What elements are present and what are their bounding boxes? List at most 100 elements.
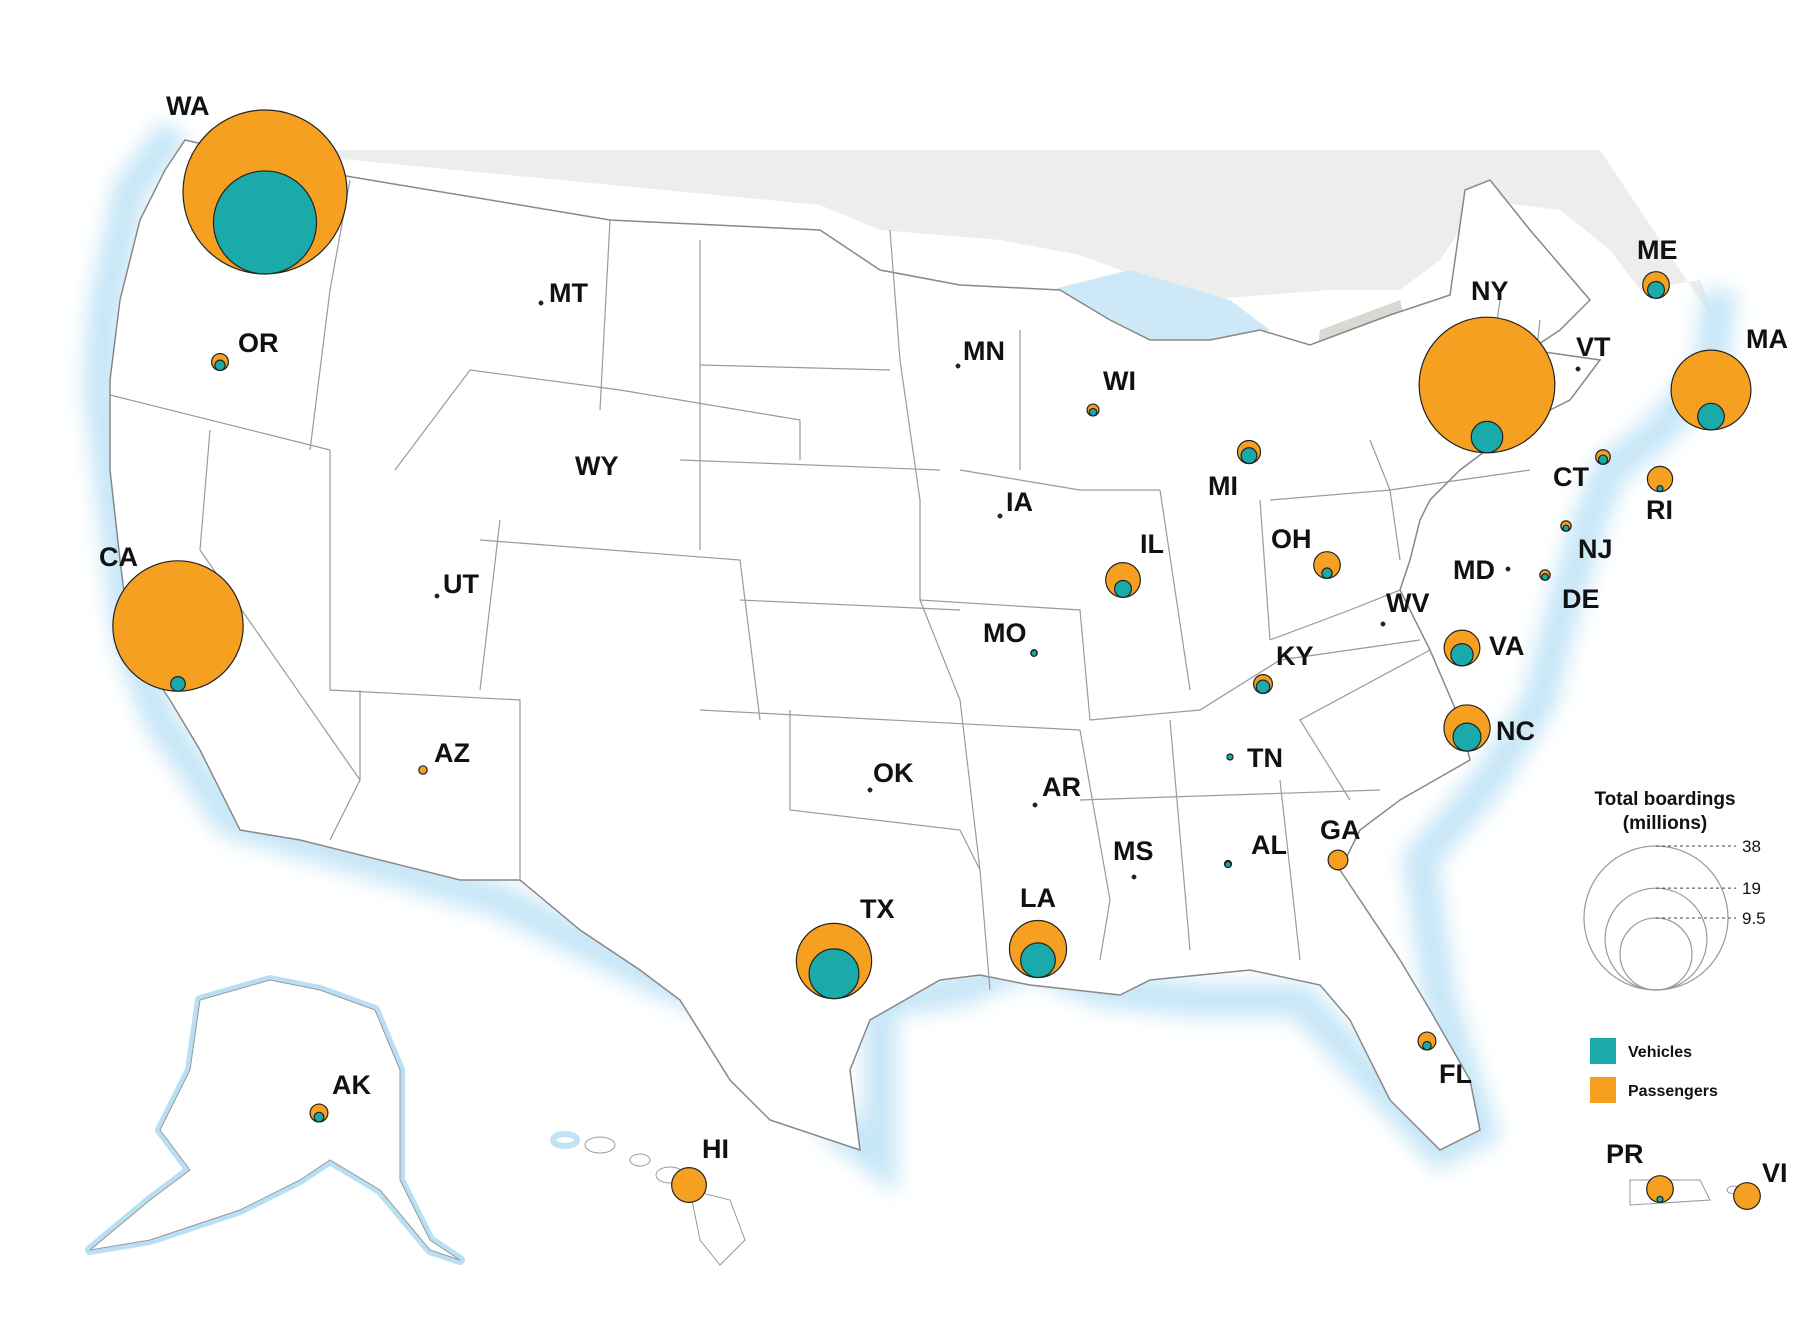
bubble-passengers-MT [538,300,544,306]
bubble-passengers-VI [1733,1182,1761,1210]
label-NJ: NJ [1578,534,1613,564]
bubble-vehicles-MI [1240,447,1258,465]
bubble-vehicles-MA [1697,402,1725,431]
label-VI: VI [1762,1158,1788,1188]
label-KY: KY [1276,641,1314,671]
label-MS: MS [1113,836,1154,866]
bubble-passengers-MS [1131,874,1137,880]
label-TN: TN [1247,743,1283,773]
label-OK: OK [873,758,914,788]
boarding-bubbles [112,109,1761,1210]
label-TX: TX [860,894,895,924]
legend-circle-1 [1604,887,1708,991]
bubble-vehicles-NJ [1562,524,1570,532]
legend-vehicles-swatch [1590,1038,1616,1064]
label-IA: IA [1006,487,1033,517]
bubble-vehicles-OH [1321,567,1333,579]
bubble-vehicles-WA [212,170,318,275]
label-IL: IL [1140,529,1164,559]
label-WV: WV [1386,588,1430,618]
bubble-vehicles-TN [1226,753,1234,761]
bubble-vehicles-NY [1470,420,1504,454]
label-WI: WI [1103,366,1136,396]
label-DE: DE [1562,584,1600,614]
label-UT: UT [443,569,479,599]
bubble-passengers-CA [112,560,244,692]
bubble-vehicles-FL [1422,1040,1432,1051]
bubble-vehicles-IL [1113,579,1133,598]
legend-title-line2: (millions) [1623,813,1707,834]
bubble-vehicles-PR [1656,1195,1664,1203]
label-AR: AR [1042,772,1081,802]
bubble-vehicles-WI [1088,407,1098,417]
bubble-passengers-OK [867,787,873,793]
legend-scale-circles [1583,845,1736,991]
hawaii [550,1131,746,1266]
bubble-passengers-WV [1380,621,1386,627]
bubble-vehicles-DE [1541,573,1549,581]
bubble-vehicles-KY [1255,679,1271,695]
bubble-passengers-AR [1032,802,1038,808]
label-FL: FL [1439,1059,1472,1089]
legend-passengers-swatch [1590,1077,1616,1103]
label-AZ: AZ [434,738,470,768]
legend-title-line1: Total boardings [1594,789,1735,810]
label-RI: RI [1646,495,1673,525]
label-MD: MD [1453,555,1495,585]
legend-value-38: 38 [1742,837,1761,856]
label-AL: AL [1251,830,1287,860]
bubble-passengers-IA [997,513,1003,519]
bubble-vehicles-ME [1646,280,1666,299]
bubble-vehicles-OR [214,359,226,372]
bubble-vehicles-AL [1224,860,1232,869]
label-OH: OH [1271,524,1312,554]
label-NC: NC [1496,716,1535,746]
label-VT: VT [1576,332,1611,362]
bubble-passengers-VT [1575,366,1581,372]
bubble-passengers-GA [1327,849,1349,871]
bubble-vehicles-CT [1597,454,1609,465]
label-VA: VA [1489,631,1525,661]
bubble-vehicles-AK [313,1111,325,1123]
bubble-passengers-AZ [418,765,428,775]
bubble-passengers-MD [1505,566,1511,572]
label-HI: HI [702,1134,729,1164]
label-MI: MI [1208,471,1238,501]
state-boundaries [109,179,1541,991]
legend: Total boardings (millions) 38 19 9.5 Veh… [1583,789,1766,1103]
label-ME: ME [1637,235,1678,265]
label-CA: CA [99,542,138,572]
label-NY: NY [1471,276,1509,306]
label-MA: MA [1746,324,1788,354]
bubble-vehicles-LA [1020,942,1056,979]
alaska [85,975,465,1265]
legend-circle-2 [1619,917,1693,991]
label-OR: OR [238,328,279,358]
bubble-vehicles-MO [1030,649,1038,657]
bubble-vehicles-CA [170,675,186,692]
bubble-passengers-MN [955,363,961,369]
legend-value-19: 19 [1742,879,1761,898]
label-LA: LA [1020,883,1056,913]
label-CT: CT [1553,462,1589,492]
legend-passengers-label: Passengers [1628,1083,1718,1100]
label-GA: GA [1320,815,1361,845]
bubble-passengers-UT [434,593,440,599]
legend-value-9.5: 9.5 [1742,909,1766,928]
label-AK: AK [332,1070,371,1100]
bubble-passengers-HI [671,1167,707,1203]
state-labels: WA OR CA MT WY UT AZ MN IA MO OK AR TX L… [99,91,1788,1188]
bubble-vehicles-RI [1656,485,1664,493]
continental-us [109,139,1602,1152]
bubble-vehicles-TX [808,948,860,1000]
label-MT: MT [549,278,588,308]
label-WA: WA [166,91,210,121]
label-MO: MO [983,618,1027,648]
label-WY: WY [575,451,619,481]
bubble-vehicles-VA [1450,642,1474,667]
legend-vehicles-label: Vehicles [1628,1044,1692,1061]
label-MN: MN [963,336,1005,366]
bubble-vehicles-NC [1452,722,1482,752]
label-PR: PR [1606,1139,1644,1169]
